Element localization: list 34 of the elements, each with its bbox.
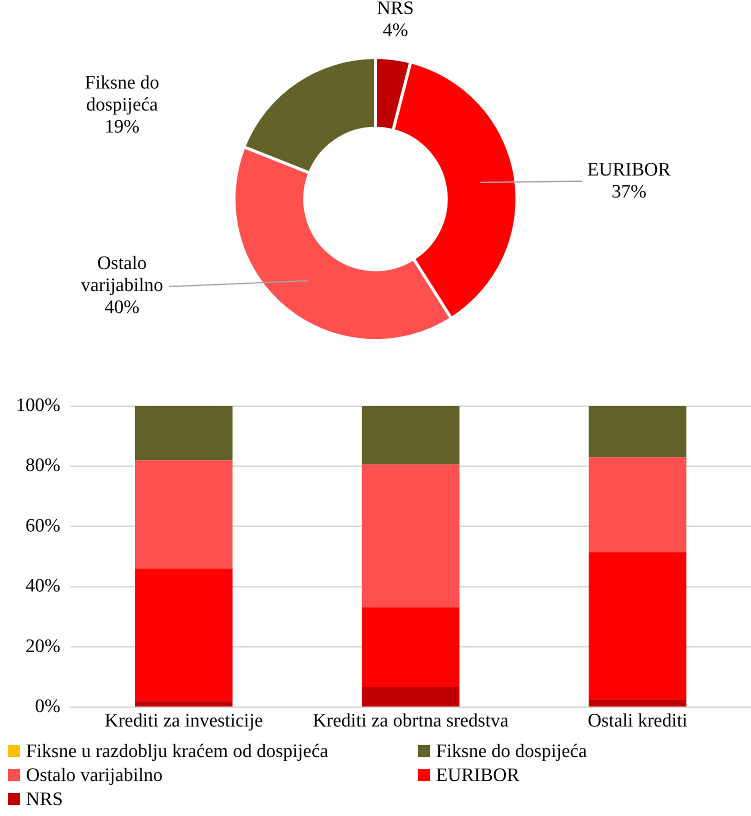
bar bbox=[362, 608, 460, 688]
bar bbox=[134, 406, 233, 460]
legend-label: Fiksne do dospijeća bbox=[435, 740, 588, 764]
bar bbox=[362, 687, 460, 706]
slice-label: Fiksne do dospijeća bbox=[84, 72, 160, 116]
bar bbox=[588, 457, 686, 552]
data-label: 37% bbox=[612, 181, 647, 202]
data-label: 40% bbox=[104, 297, 140, 318]
bar bbox=[362, 406, 460, 464]
legend-label: Fiksne u razdoblju kraćem od dospijeća bbox=[25, 740, 330, 764]
bar bbox=[588, 699, 686, 706]
legend-label: Ostalo varijabilno bbox=[25, 764, 164, 788]
x-tick-label: Ostali krediti bbox=[588, 710, 688, 732]
bar bbox=[362, 464, 460, 608]
bar bbox=[134, 460, 233, 569]
slice-label: Ostalo varijabilno bbox=[80, 253, 164, 296]
x-tick-label: Krediti za investicije bbox=[104, 710, 263, 732]
slice-label: NRS bbox=[376, 0, 414, 19]
bar bbox=[588, 406, 686, 458]
y-tick-label: 0% bbox=[35, 696, 60, 718]
bar bbox=[588, 552, 686, 700]
y-tick-label: 60% bbox=[26, 515, 60, 536]
y-tick-label: 20% bbox=[26, 636, 60, 657]
data-label: 4% bbox=[382, 20, 408, 41]
legend-label: EURIBOR bbox=[435, 764, 520, 788]
y-tick-label: 40% bbox=[26, 576, 60, 597]
slice-label: EURIBOR bbox=[587, 159, 672, 180]
x-tick-label: Krediti za obrtna sredstva bbox=[312, 710, 510, 732]
bar bbox=[134, 568, 233, 702]
data-label: 19% bbox=[104, 116, 140, 138]
legend-label: NRS bbox=[25, 788, 64, 812]
y-tick-label: 80% bbox=[26, 455, 60, 476]
bar bbox=[134, 701, 233, 706]
y-tick-label: 100% bbox=[16, 394, 60, 416]
